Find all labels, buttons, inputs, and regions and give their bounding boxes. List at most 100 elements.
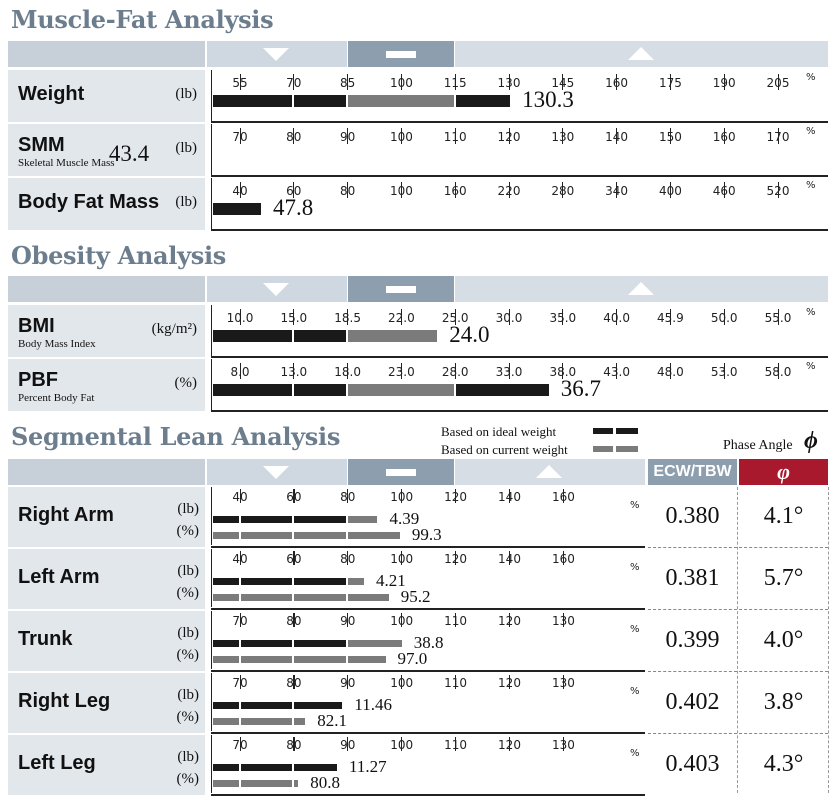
tick-mark (616, 128, 618, 144)
tick-mark (239, 182, 241, 198)
tick-mark (401, 551, 403, 565)
tick-mark (562, 128, 564, 144)
plot-border (211, 410, 828, 412)
row-label-weight (8, 70, 205, 122)
segment-plot-border (211, 608, 645, 610)
tick-mark (509, 613, 511, 627)
tick-mark (293, 613, 295, 627)
pct-sign: % (630, 500, 640, 511)
tick-mark (562, 613, 565, 627)
triangle-down-icon (263, 466, 289, 479)
segment-unit-pct: (%) (176, 709, 200, 725)
ideal-bar-black (213, 640, 347, 647)
triangle-down-icon (263, 48, 289, 61)
tick-mark (347, 182, 349, 198)
tick-mark (508, 363, 510, 379)
tick-mark (239, 489, 241, 503)
tick-mark (562, 182, 564, 198)
tick-mark (239, 675, 241, 689)
tick-mark (777, 363, 779, 379)
bar-gap (292, 594, 294, 601)
dash-icon (386, 286, 416, 293)
triangle-down-icon (263, 283, 289, 296)
legend-current: Based on current weight (441, 442, 568, 457)
tick-mark (401, 737, 403, 751)
segment-label-left-arm (8, 549, 205, 609)
legend-ideal: Based on ideal weight (441, 424, 557, 439)
triangle-up-icon (628, 282, 654, 295)
tick-mark (347, 128, 349, 144)
segment-unit-pct: (%) (176, 647, 200, 663)
triangle-up-icon (536, 465, 562, 478)
plot-border (211, 229, 828, 231)
tick-mark (347, 737, 349, 751)
tick-mark (723, 128, 725, 144)
bar-gap (292, 578, 294, 585)
tick-mark (347, 675, 349, 689)
bar-gap (454, 95, 456, 107)
bar-gap (346, 384, 348, 396)
tick-mark (347, 363, 349, 379)
segment-name: Right Arm (18, 504, 114, 526)
segment-plot-border (211, 732, 645, 734)
tick-mark (562, 489, 565, 503)
tick-mark (454, 74, 456, 90)
tick-mark (723, 74, 725, 90)
ideal-value-label: 38.8 (413, 633, 444, 652)
value-label: 43.4 (108, 141, 150, 166)
ideal-bar-gray (347, 578, 364, 585)
bar-black (213, 384, 347, 396)
segment-unit-lb: (lb) (177, 625, 199, 641)
tick-mark (239, 551, 241, 565)
tick-mark (562, 675, 565, 689)
bar-gap (292, 656, 294, 663)
segment-unit-pct: (%) (176, 585, 200, 601)
ideal-value-label: 11.27 (349, 757, 387, 776)
tick-mark (347, 309, 349, 325)
section-title-obesity: Obesity Analysis (11, 241, 226, 270)
ideal-bar-black (213, 702, 343, 709)
bar-gray (347, 330, 438, 342)
phase-angle-value: 4.1° (763, 503, 804, 529)
segment-name: Left Arm (18, 566, 100, 588)
tick-mark (616, 74, 618, 90)
row-subtitle: Percent Body Fat (18, 392, 95, 404)
value-label: 36.7 (560, 376, 602, 401)
tick-mark (723, 363, 725, 379)
bar-gap (292, 702, 294, 709)
plot-area (211, 124, 828, 176)
tick-mark (777, 182, 779, 198)
tick-mark (616, 309, 618, 325)
plot-border (211, 356, 828, 358)
tick-mark (400, 74, 403, 90)
ecw-tbw-value: 0.380 (665, 503, 720, 529)
tick-mark (508, 309, 510, 325)
bar-gap (346, 95, 348, 107)
bar-gap (239, 640, 241, 647)
tick-mark (400, 182, 403, 198)
legend-phase-angle: Phase Angle (723, 438, 793, 453)
segment-label-left-leg (8, 735, 205, 795)
ideal-bar-black (213, 516, 347, 523)
segment-plot-border (211, 546, 645, 548)
tick-mark (293, 182, 295, 198)
tick-mark (401, 489, 403, 503)
tick-mark (669, 128, 672, 144)
tick-mark (239, 737, 241, 751)
bar-gap (454, 384, 456, 396)
bar-gap (346, 656, 348, 663)
row-name: Body Fat Mass (18, 191, 160, 213)
tick-mark (239, 309, 241, 325)
tick-mark (723, 309, 725, 325)
ecw-tbw-value: 0.381 (665, 565, 720, 591)
row-name: SMM (18, 134, 65, 156)
current-bar (213, 780, 299, 787)
tick-mark (777, 74, 779, 90)
tick-mark (239, 128, 241, 144)
tick-mark (669, 309, 672, 325)
bar-gap (292, 532, 294, 539)
bar-gray (347, 95, 455, 107)
pct-sign: % (806, 180, 816, 191)
legend-swatch (593, 446, 613, 452)
row-name: Weight (18, 83, 85, 105)
